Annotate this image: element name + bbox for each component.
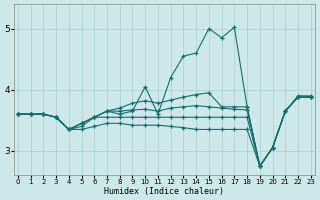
X-axis label: Humidex (Indice chaleur): Humidex (Indice chaleur) xyxy=(104,187,224,196)
